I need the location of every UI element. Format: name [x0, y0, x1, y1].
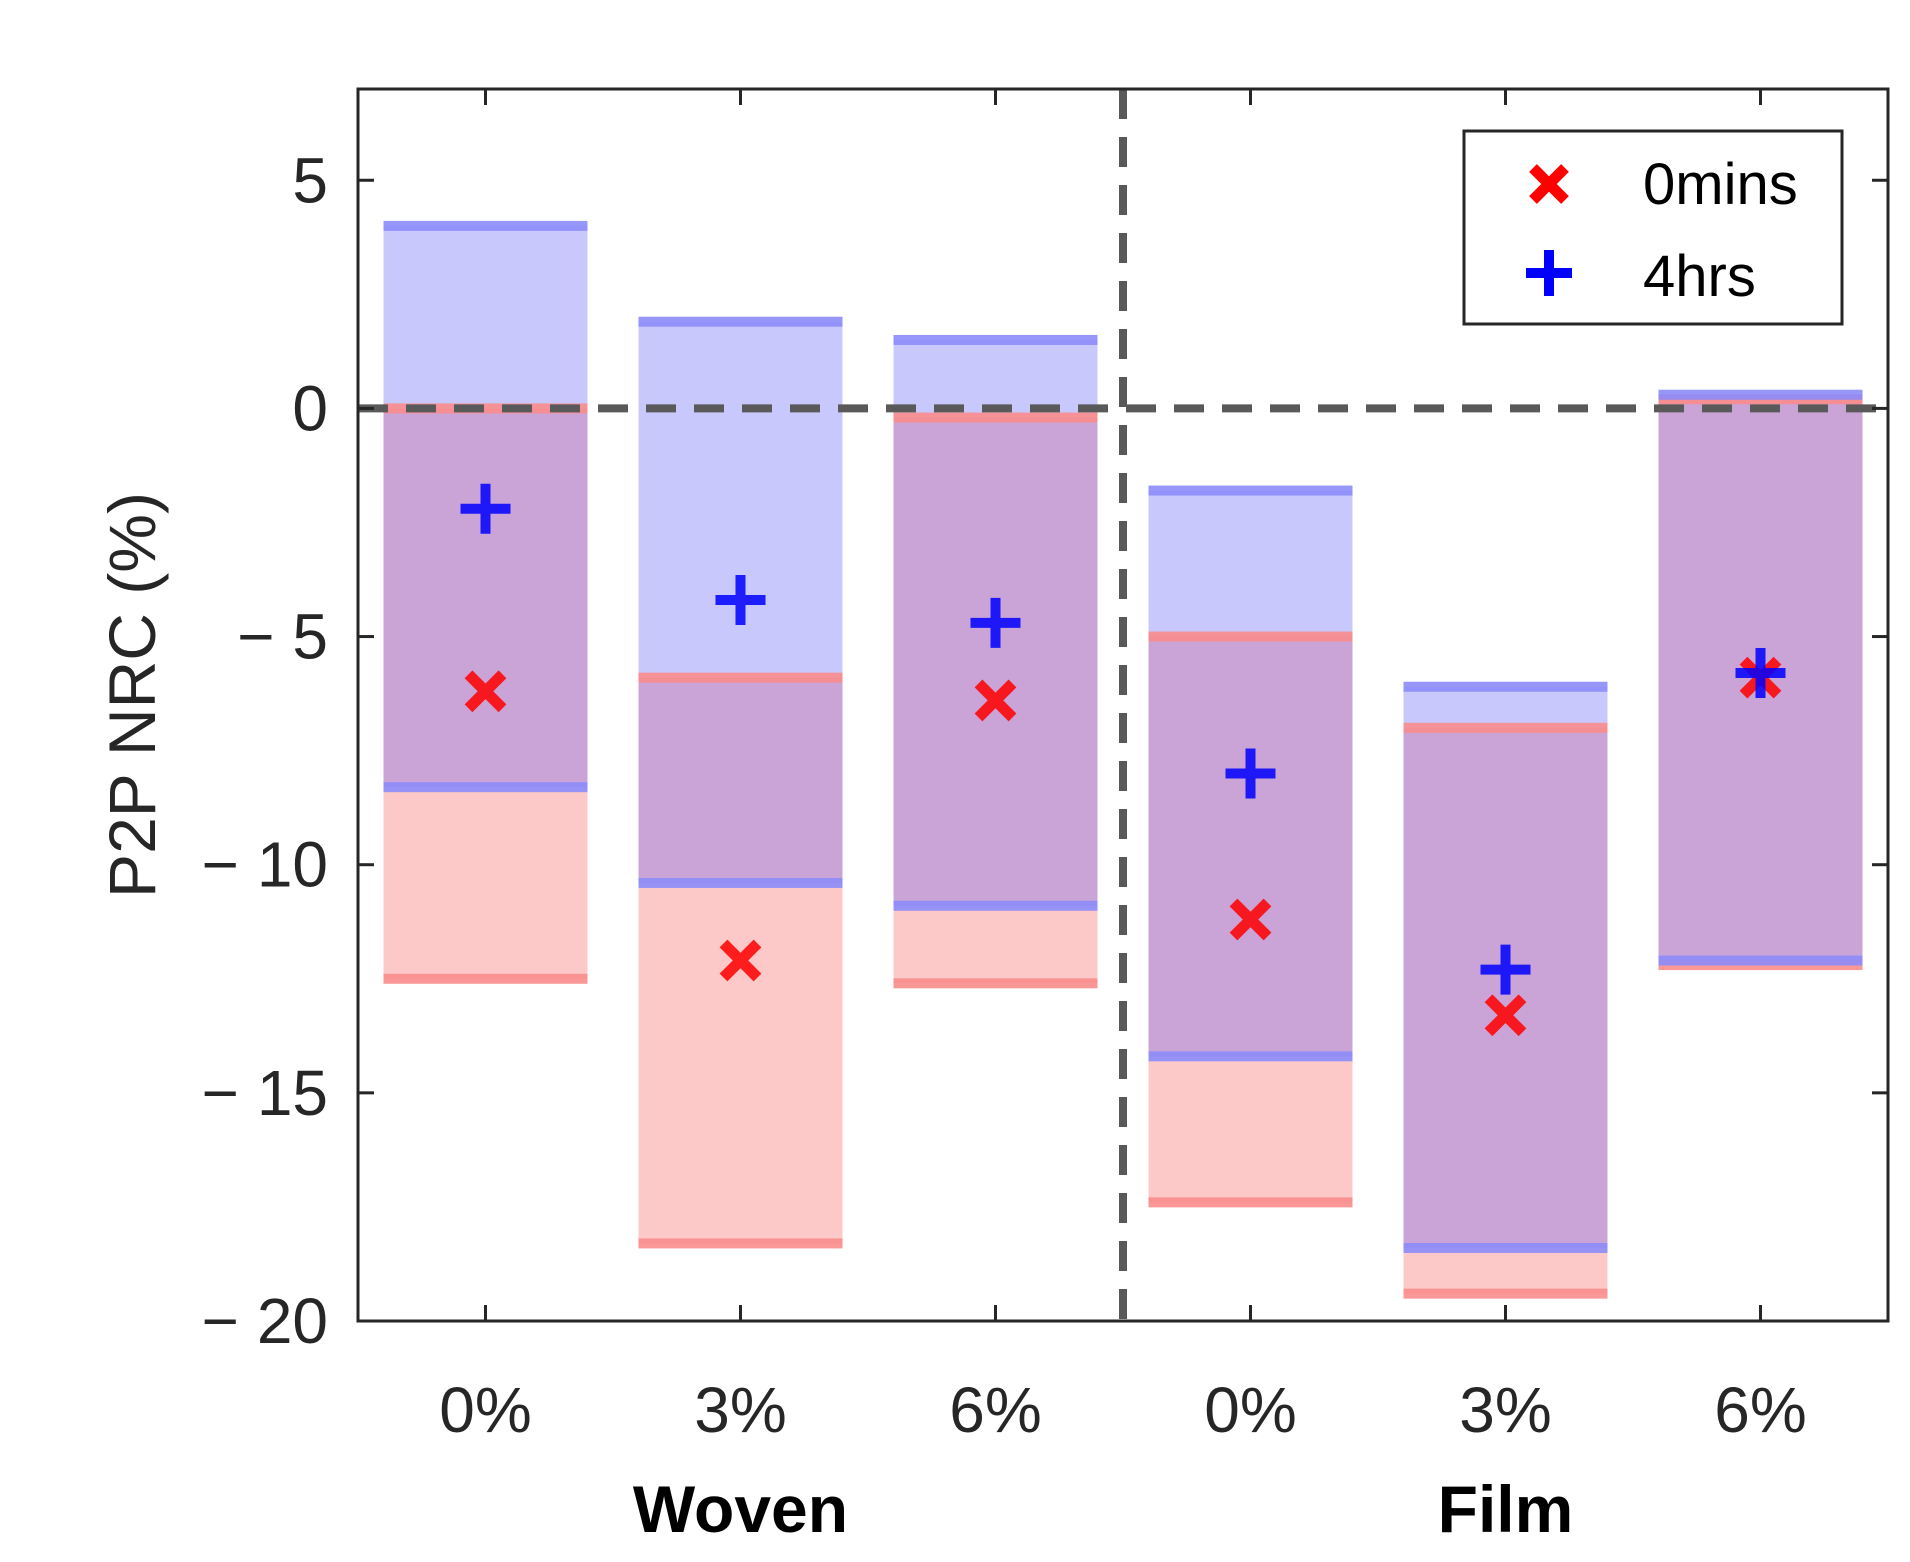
x-tick-label-0: 0%	[439, 1374, 532, 1446]
group-label-film: Film	[1438, 1472, 1574, 1546]
legend-marker-0mins	[1529, 164, 1569, 204]
range-edge-lower-0mins-2	[893, 978, 1098, 989]
range-edge-lower-4hrs-4	[1403, 1242, 1608, 1253]
range-edge-upper-4hrs-4	[1403, 681, 1608, 692]
range-overlap-3	[1148, 636, 1353, 1057]
y-axis-label: P2P NRC (%)	[95, 492, 169, 898]
marker-4hrs-5	[1735, 648, 1786, 699]
range-edge-upper-4hrs-5	[1658, 389, 1863, 400]
marker-0mins-stroke-b-4	[1484, 994, 1527, 1037]
axes-frame	[356, 87, 1890, 1323]
range-edge-upper-4hrs-1	[638, 316, 843, 327]
range-edge-upper-0mins-4	[1403, 722, 1608, 733]
marker-0mins-stroke-b-2	[974, 679, 1017, 722]
range-edge-upper-4hrs-2	[893, 334, 1098, 345]
marker-0mins-3	[1229, 898, 1272, 941]
marker-4hrs-3	[1225, 748, 1276, 799]
y-tick-label-4: − 15	[202, 1057, 328, 1129]
y-tick-label-5: − 20	[202, 1285, 328, 1357]
range-edge-lower-4hrs-0	[383, 782, 588, 793]
range-edge-upper-0mins-3	[1148, 631, 1353, 642]
range-edge-upper-0mins-1	[638, 672, 843, 683]
x-tick-label-1: 3%	[694, 1374, 787, 1446]
range-edge-upper-4hrs-3	[1148, 485, 1353, 496]
marker-4hrs-1	[715, 575, 766, 626]
y-tick-label-3: − 10	[202, 829, 328, 901]
x-tick-label-5: 6%	[1714, 1374, 1807, 1446]
axes: 5 0 − 5 − 10 − 15 − 20 0% 3% 6% 0% 3% 6% Woven Film P2…	[95, 87, 1890, 1546]
marker-0mins-stroke-b-3	[1229, 898, 1272, 941]
y-tick-label-1: 0	[292, 372, 328, 444]
marker-4hrs-4	[1480, 944, 1531, 995]
range-overlap-2	[893, 417, 1098, 906]
legend-box	[1462, 129, 1844, 326]
group-label-woven: Woven	[633, 1472, 848, 1546]
marker-0mins-4	[1484, 994, 1527, 1037]
legend-marker-4hrs	[1526, 250, 1572, 296]
range-edge-lower-4hrs-3	[1148, 1051, 1353, 1062]
marker-0mins-stroke-b-0	[464, 670, 507, 713]
range-edge-upper-4hrs-0	[383, 220, 588, 231]
range-edge-lower-0mins-0	[383, 973, 588, 984]
legend: 0mins 4hrs	[1462, 129, 1844, 326]
range-edge-lower-4hrs-2	[893, 900, 1098, 911]
range-overlap-0	[383, 408, 588, 788]
marker-0mins-stroke-b-1	[719, 939, 762, 982]
range-edge-lower-4hrs-5	[1658, 955, 1863, 966]
x-tick-label-4: 3%	[1459, 1374, 1552, 1446]
plot-area	[358, 89, 1888, 1321]
range-edge-lower-0mins-1	[638, 1238, 843, 1249]
legend-label-0mins: 0mins	[1643, 152, 1798, 217]
range-edge-lower-4hrs-1	[638, 877, 843, 888]
range-edge-upper-0mins-0	[383, 403, 588, 414]
y-tick-label-2: − 5	[237, 601, 328, 673]
marker-0mins-2	[974, 679, 1017, 722]
range-overlap-1	[638, 677, 843, 883]
marker-4hrs-0	[460, 483, 511, 534]
y-tick-label-0: 5	[292, 144, 328, 216]
range-edge-upper-0mins-2	[893, 412, 1098, 423]
marker-0mins-1	[719, 939, 762, 982]
x-tick-label-3: 0%	[1204, 1374, 1297, 1446]
marker-0mins-0	[464, 670, 507, 713]
range-edge-lower-0mins-3	[1148, 1197, 1353, 1208]
marker-4hrs-2	[970, 597, 1021, 648]
x-tick-label-2: 6%	[949, 1374, 1042, 1446]
range-edge-lower-0mins-4	[1403, 1288, 1608, 1299]
legend-label-4hrs: 4hrs	[1643, 244, 1756, 309]
